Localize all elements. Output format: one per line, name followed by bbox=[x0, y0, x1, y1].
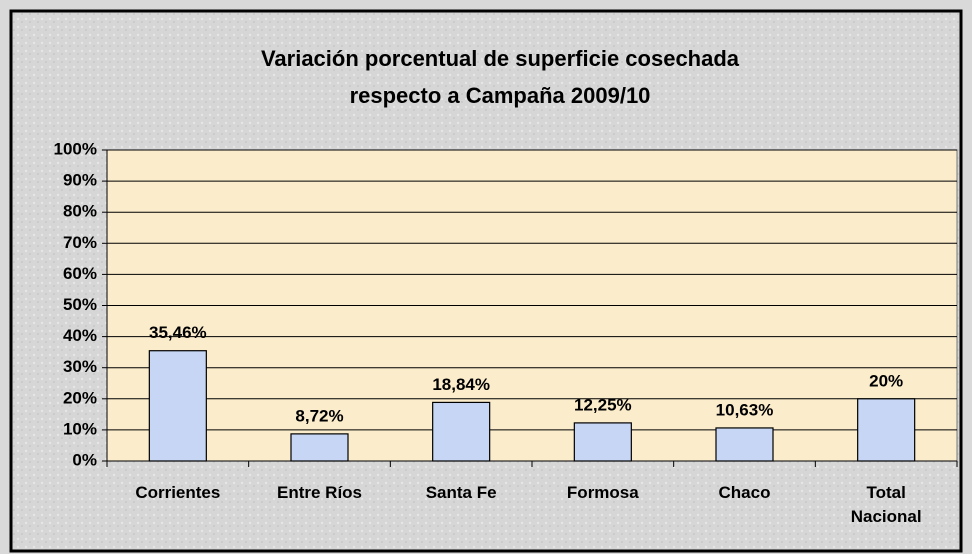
bar bbox=[715, 427, 774, 462]
x-tick-label: Chaco bbox=[718, 483, 771, 502]
data-label: 12,25% bbox=[574, 395, 632, 414]
x-tick-label: Total Nacional bbox=[850, 483, 922, 526]
y-tick-label: 0% bbox=[72, 450, 97, 469]
bar bbox=[432, 401, 491, 462]
bar bbox=[290, 433, 349, 462]
x-tick-label: Entre Ríos bbox=[276, 483, 363, 502]
y-tick-label: 70% bbox=[63, 233, 97, 252]
x-tick-label: Santa Fe bbox=[425, 483, 497, 502]
y-tick-label: 60% bbox=[63, 264, 97, 283]
data-label: 8,72% bbox=[295, 406, 343, 425]
x-tick-label: Corrientes bbox=[135, 483, 221, 502]
chart-subtitle: respecto a Campaña 2009/10 bbox=[350, 83, 651, 108]
y-tick-label: 10% bbox=[63, 419, 97, 438]
chart-title: Variación porcentual de superficie cosec… bbox=[261, 46, 740, 71]
data-label: 10,63% bbox=[716, 400, 774, 419]
y-tick-label: 30% bbox=[63, 357, 97, 376]
y-tick-label: 90% bbox=[63, 171, 97, 190]
data-label: 35,46% bbox=[149, 323, 207, 342]
x-tick-label: Formosa bbox=[566, 483, 639, 502]
data-label: 18,84% bbox=[432, 375, 490, 394]
y-tick-label: 20% bbox=[63, 388, 97, 407]
y-tick-label: 100% bbox=[54, 139, 97, 158]
bar bbox=[148, 350, 207, 462]
y-tick-label: 40% bbox=[63, 326, 97, 345]
data-label: 20% bbox=[869, 371, 903, 390]
bar bbox=[573, 422, 632, 462]
y-tick-label: 80% bbox=[63, 202, 97, 221]
bar bbox=[857, 398, 916, 462]
y-tick-label: 50% bbox=[63, 295, 97, 314]
